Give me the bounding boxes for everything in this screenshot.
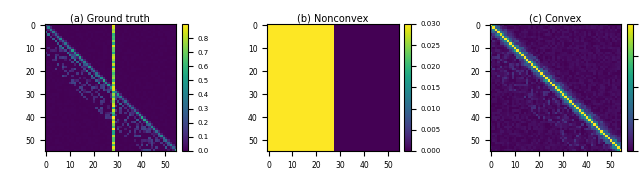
- Title: (b) Nonconvex: (b) Nonconvex: [298, 13, 369, 23]
- Title: (c) Convex: (c) Convex: [529, 13, 582, 23]
- Title: (a) Ground truth: (a) Ground truth: [70, 13, 150, 23]
